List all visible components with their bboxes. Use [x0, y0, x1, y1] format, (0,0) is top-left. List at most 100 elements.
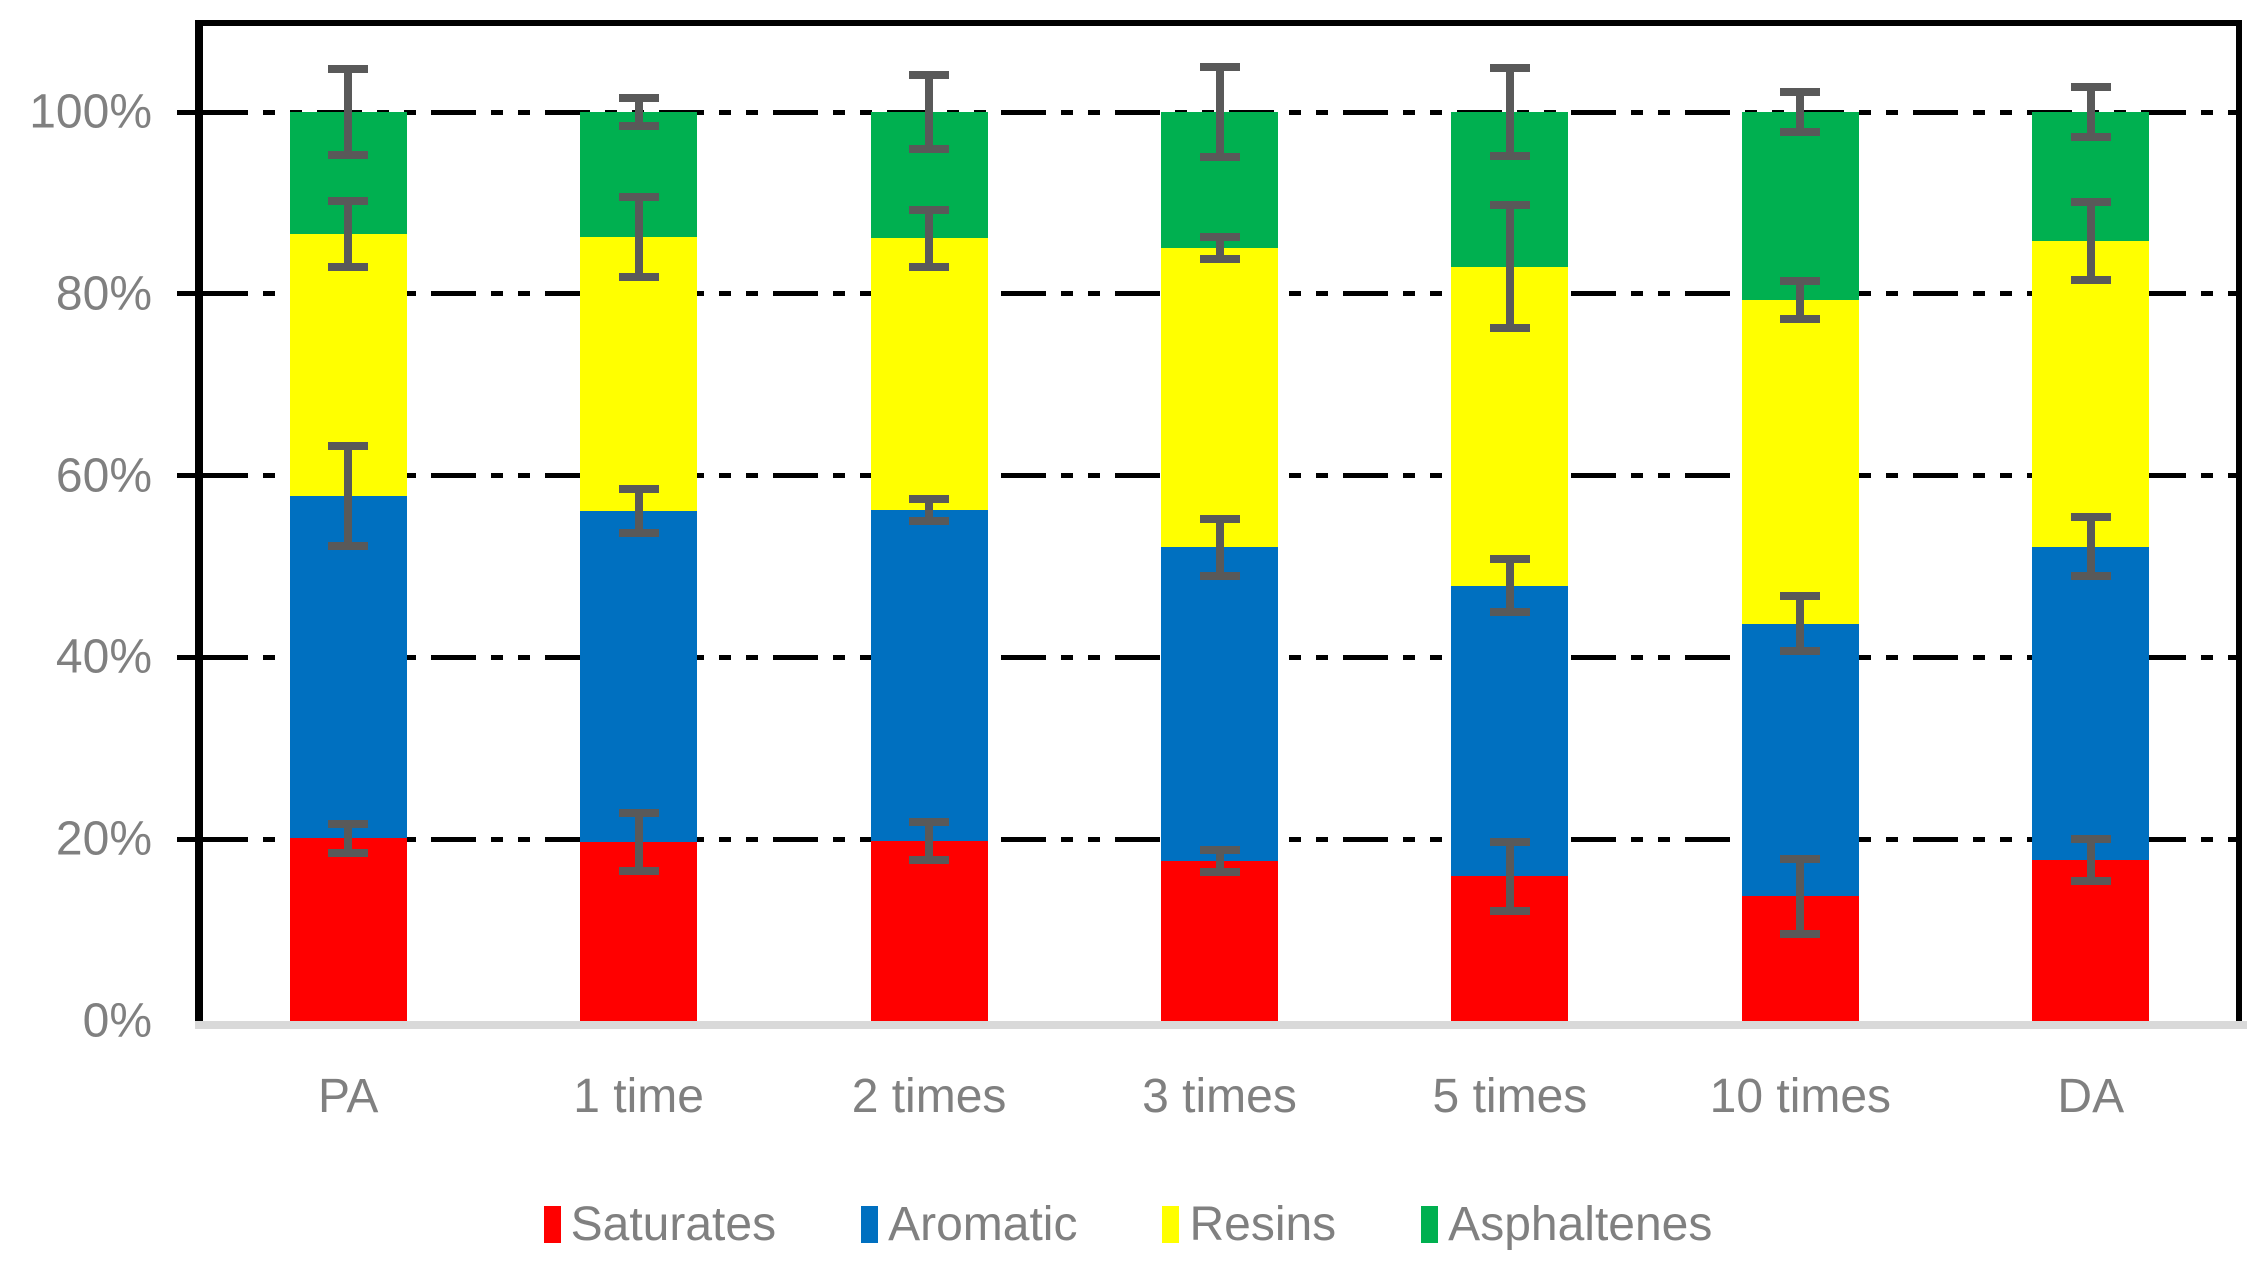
x-label-da: DA: [2057, 1070, 2125, 1123]
error-bar-stem: [1215, 850, 1224, 872]
legend-marker-saturates: [543, 1205, 561, 1243]
error-bar-resins-da: [2070, 197, 2111, 285]
x-label-1-time: 1 time: [573, 1070, 704, 1123]
error-bar-stem: [925, 210, 934, 267]
error-bar-aromatic-3-times: [1199, 515, 1240, 580]
y-tick-label-20: 20%: [55, 812, 152, 866]
error-bar-stem: [344, 445, 353, 546]
bar-1-time: [580, 112, 698, 1021]
error-bar-stem: [1796, 281, 1805, 320]
error-bar-cap-bottom: [1489, 607, 1530, 616]
error-bar-cap-bottom: [328, 150, 369, 159]
legend-entry-saturates: Saturates: [543, 1197, 777, 1252]
error-bar-cap-bottom: [2070, 571, 2111, 580]
legend-entry-resins: Resins: [1162, 1197, 1336, 1252]
error-bar-stem: [634, 98, 643, 126]
error-bar-cap-bottom: [618, 867, 659, 875]
error-bar-aromatic-pa: [328, 441, 369, 550]
error-bar-cap-bottom: [1780, 647, 1821, 656]
legend-marker-asphaltenes: [1421, 1205, 1439, 1243]
error-bar-asphaltenes-10-times: [1780, 88, 1821, 136]
bar-5-times: [1451, 112, 1569, 1021]
error-bar-stem: [634, 812, 643, 871]
error-bar-saturates-3-times: [1199, 846, 1240, 876]
legend-entry-asphaltenes: Asphaltenes: [1421, 1197, 1712, 1252]
error-bar-cap-bottom: [1780, 127, 1821, 136]
error-bar-stem: [344, 823, 353, 853]
y-axis-tick-40: [177, 654, 195, 660]
error-bar-cap-bottom: [1199, 571, 1240, 580]
error-bar-cap-bottom: [1780, 929, 1821, 938]
error-bar-aromatic-1-time: [618, 485, 659, 537]
x-axis-baseline: [195, 1021, 2247, 1029]
error-bar-resins-2-times: [909, 206, 950, 271]
error-bar-cap-bottom: [328, 541, 369, 550]
bar-segment-aromatic-2-times: [870, 510, 988, 842]
error-bar-saturates-10-times: [1780, 855, 1821, 938]
bar-segment-aromatic-10-times: [1741, 623, 1859, 897]
error-bar-asphaltenes-da: [2070, 83, 2111, 141]
error-bar-asphaltenes-3-times: [1199, 62, 1240, 162]
error-bar-stem: [2086, 201, 2095, 281]
legend-entry-aromatic: Aromatic: [861, 1197, 1077, 1252]
bar-3-times: [1161, 112, 1278, 1021]
y-axis-tick-100: [177, 109, 195, 115]
error-bar-stem: [1505, 841, 1514, 911]
bar-segment-saturates-2-times: [870, 841, 988, 1021]
error-bar-stem: [1215, 237, 1224, 260]
error-bar-stem: [634, 197, 643, 278]
error-bar-saturates-2-times: [909, 817, 950, 865]
y-tick-label-40: 40%: [55, 630, 152, 684]
error-bar-stem: [1505, 68, 1514, 156]
error-bar-cap-bottom: [1199, 255, 1240, 264]
error-bar-cap-bottom: [909, 517, 950, 526]
legend-label-asphaltenes: Asphaltenes: [1448, 1197, 1713, 1251]
y-axis-tick-20: [177, 836, 195, 842]
error-bar-stem: [925, 499, 934, 522]
bar-segment-saturates-da: [2032, 860, 2150, 1021]
bar-segment-saturates-pa: [289, 838, 407, 1021]
error-bar-stem: [925, 821, 934, 861]
error-bar-stem: [1215, 66, 1224, 158]
error-bar-stem: [344, 69, 353, 155]
error-bar-stem: [1505, 559, 1514, 612]
error-bar-saturates-1-time: [618, 808, 659, 875]
error-bar-cap-bottom: [1489, 324, 1530, 333]
error-bar-aromatic-da: [2070, 513, 2111, 580]
bar-segment-resins-3-times: [1161, 248, 1278, 548]
error-bar-cap-bottom: [1199, 153, 1240, 162]
y-axis-tick-80: [177, 291, 195, 297]
error-bar-saturates-da: [2070, 835, 2111, 885]
error-bar-stem: [2086, 87, 2095, 137]
legend-label-aromatic: Aromatic: [888, 1197, 1078, 1251]
error-bar-aromatic-5-times: [1489, 555, 1530, 616]
x-label-5-times: 5 times: [1432, 1070, 1588, 1123]
bar-segment-resins-10-times: [1741, 300, 1859, 624]
legend-marker-resins: [1162, 1205, 1180, 1243]
error-bar-saturates-pa: [328, 819, 369, 857]
error-bar-cap-bottom: [909, 262, 950, 271]
bar-segment-asphaltenes-10-times: [1741, 112, 1859, 301]
y-tick-label-80: 80%: [55, 267, 152, 321]
y-tick-label-100: 100%: [29, 85, 152, 139]
error-bar-stem: [2086, 517, 2095, 576]
error-bar-stem: [344, 201, 353, 267]
legend-marker-aromatic: [861, 1205, 879, 1243]
error-bar-cap-bottom: [2070, 276, 2111, 285]
error-bar-resins-3-times: [1199, 233, 1240, 264]
bar-2-times: [870, 112, 988, 1021]
plot-border: [195, 20, 2242, 1021]
error-bar-cap-bottom: [1780, 315, 1821, 324]
error-bar-stem: [1796, 859, 1805, 934]
error-bar-asphaltenes-1-time: [618, 94, 659, 130]
x-label-pa: PA: [317, 1070, 379, 1123]
error-bar-cap-bottom: [2070, 877, 2111, 885]
error-bar-cap-bottom: [1489, 151, 1530, 160]
bar-segment-saturates-3-times: [1161, 861, 1278, 1021]
error-bar-cap-bottom: [1199, 867, 1240, 876]
error-bar-resins-5-times: [1489, 200, 1530, 333]
legend-label-saturates: Saturates: [570, 1197, 777, 1251]
error-bar-asphaltenes-5-times: [1489, 64, 1530, 160]
